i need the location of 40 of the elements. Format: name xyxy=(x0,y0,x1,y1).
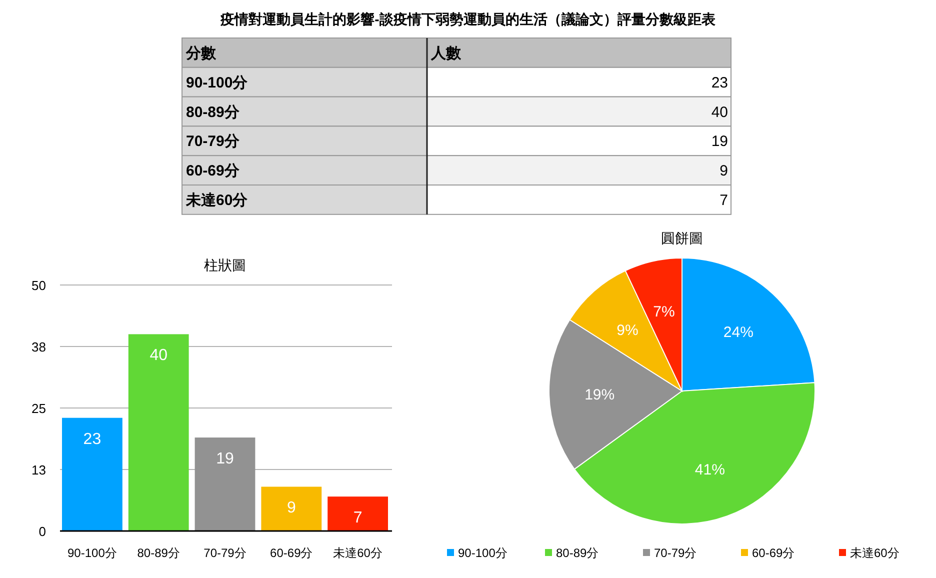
chart-title: 圓餅圖 xyxy=(661,230,703,246)
text: 人數 xyxy=(430,45,462,62)
data-label: 19 xyxy=(216,450,234,468)
bar xyxy=(62,418,122,531)
data-label: 7 xyxy=(720,192,728,209)
bar xyxy=(328,496,388,531)
bar xyxy=(128,334,189,531)
data-label: 41% xyxy=(694,462,725,479)
category-label: 90-100分 xyxy=(186,74,249,92)
category-label: 未達60分 xyxy=(185,192,249,209)
category-label: 70-79分 xyxy=(186,133,240,150)
category-label: 60-69分 xyxy=(186,162,240,180)
data-label: 9% xyxy=(616,322,638,340)
data-label: 19 xyxy=(711,133,728,150)
data-label: 23 xyxy=(83,430,102,448)
x-tick-label: 90-100分 xyxy=(68,546,117,560)
y-tick-label: 25 xyxy=(32,401,46,416)
chart-title: 柱狀圖 xyxy=(204,257,246,273)
category-label: 80-89分 xyxy=(186,104,240,121)
x-tick-label: 70-79分 xyxy=(204,546,246,560)
bar xyxy=(194,438,256,531)
data-label: 23 xyxy=(711,74,728,92)
y-tick-label: 13 xyxy=(32,462,46,478)
y-tick-label: 38 xyxy=(32,340,46,354)
data-label: 40 xyxy=(711,104,728,121)
data-label: 40 xyxy=(150,347,168,364)
data-label: 24% xyxy=(723,324,754,341)
data-label: 7 xyxy=(353,510,362,527)
text: 分數 xyxy=(185,45,217,62)
bar xyxy=(261,486,322,531)
data-label: 9 xyxy=(286,500,296,517)
x-tick-label: 60-69分 xyxy=(270,546,313,560)
y-tick-label: 50 xyxy=(32,278,46,293)
data-label: 9 xyxy=(720,162,728,180)
data-label: 19% xyxy=(584,386,615,404)
y-tick-label: 0 xyxy=(38,524,46,539)
text: 疫情對運動員生計的影響-談疫情下弱勢運動員的生活（議論文）評量分數級距表 xyxy=(220,11,716,27)
data-label: 7% xyxy=(653,304,675,321)
x-tick-label: 未達60分 xyxy=(333,546,382,560)
x-tick-label: 80-89分 xyxy=(137,546,180,560)
